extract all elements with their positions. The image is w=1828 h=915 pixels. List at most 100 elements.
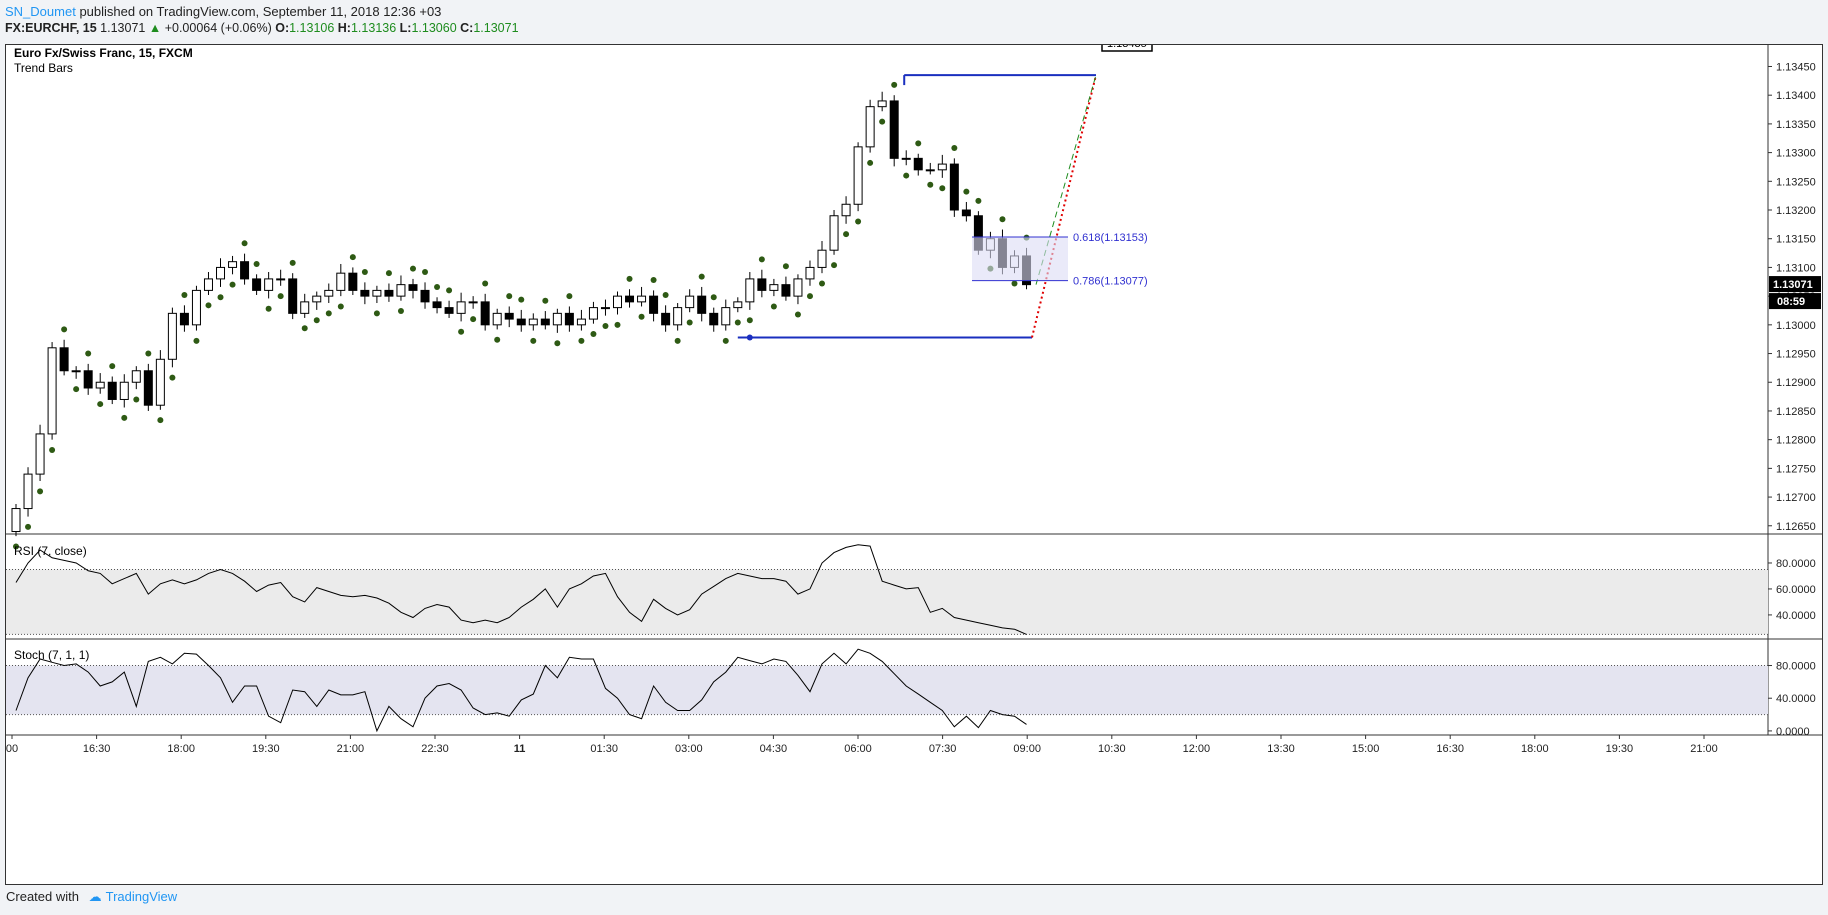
trend-dot: [109, 363, 116, 370]
y-tick-label: 1.12750: [1776, 463, 1816, 475]
candle-body: [432, 301, 442, 309]
last-price-tag: [1769, 276, 1821, 293]
trend-dot: [434, 283, 441, 290]
indicator-title: Stoch (7, 1, 1): [14, 648, 89, 662]
low-label: L:: [399, 21, 412, 35]
trend-dot: [734, 319, 741, 326]
trend-dot: [385, 270, 392, 277]
candle-body: [829, 215, 839, 251]
fib-zone: [972, 236, 1068, 281]
candle-body: [709, 312, 719, 326]
candle-body: [901, 157, 911, 160]
x-tick-label: 21:00: [337, 743, 365, 755]
publish-info: SN_Doumet published on TradingView.com, …: [5, 4, 441, 19]
tradingview-brand[interactable]: TradingView: [105, 889, 178, 904]
trend-dot: [253, 260, 260, 267]
trend-dot: [602, 322, 609, 329]
x-tick-label: 03:00: [675, 743, 703, 755]
y-tick-label: 1.13400: [1776, 90, 1816, 102]
candle-body: [600, 307, 610, 310]
chart-svg[interactable]: 1.12650 1.12700 1.12750 1.12800 1.12850 1.129…: [6, 45, 1822, 884]
candle-body: [372, 289, 382, 297]
trend-dot: [686, 319, 693, 326]
trend-dot: [650, 277, 657, 284]
indicator-y-tick-label: 40.0000: [1776, 693, 1816, 705]
indicator-y-tick-label: 80.0000: [1776, 661, 1816, 673]
trend-dot: [891, 81, 898, 88]
high-label: H:: [337, 21, 351, 35]
trend-dot: [373, 310, 380, 317]
trend-dot: [446, 287, 453, 294]
x-tick-label: 18:00: [1521, 743, 1549, 755]
trend-dot: [217, 294, 224, 301]
x-tick-label: 18:00: [167, 743, 195, 755]
candle-body: [420, 289, 430, 303]
y-tick-label: 1.12850: [1776, 406, 1816, 418]
indicator-line: [15, 648, 1027, 733]
candle-body: [697, 295, 707, 314]
trend-dot: [458, 328, 465, 335]
trend-dot: [819, 280, 826, 287]
chart-title: Euro Fx/Swiss Franc, 15, FXCM: [14, 46, 193, 60]
tradingview-logo-icon[interactable]: ☁: [88, 889, 102, 904]
trend-dot: [422, 269, 429, 276]
low-value: 1.13060: [411, 21, 457, 35]
candle-body: [685, 295, 695, 309]
trend-dot: [145, 350, 152, 357]
candle-body: [348, 272, 358, 291]
candle-body: [143, 370, 153, 406]
y-tick-label: 1.13200: [1776, 205, 1816, 217]
close-label: C:: [460, 21, 474, 35]
candle-body: [71, 370, 81, 373]
trend-dot: [855, 218, 862, 225]
trend-dot: [831, 262, 838, 269]
trend-dot: [25, 523, 32, 530]
trend-dot: [482, 280, 489, 287]
trend-dot: [554, 340, 561, 347]
candle-body: [528, 318, 538, 326]
y-tick-label: 1.12950: [1776, 349, 1816, 361]
close-value: 1.13071: [473, 21, 519, 35]
trend-dot: [999, 216, 1006, 223]
author-link[interactable]: SN_Doumet: [5, 4, 76, 19]
trend-dot: [325, 310, 332, 317]
created-with-text: Created with: [6, 889, 79, 904]
candle-body: [504, 312, 514, 320]
candle-body: [83, 370, 93, 389]
x-tick-label: 01:30: [590, 743, 618, 755]
x-tick-label: 07:30: [929, 743, 957, 755]
trend-dot: [951, 145, 958, 152]
x-tick-label: 11: [514, 743, 526, 755]
trend-dot: [85, 350, 92, 357]
candle-body: [95, 381, 105, 389]
x-tick-label: 22:30: [421, 743, 449, 755]
candle-body: [264, 278, 274, 291]
candle-body: [408, 284, 418, 291]
candle-body: [661, 312, 671, 326]
candle-body: [817, 249, 827, 268]
candle-body: [853, 146, 863, 205]
candle-body: [456, 301, 466, 314]
candle-body: [793, 278, 803, 297]
candle-body: [637, 295, 647, 303]
trend-dot: [337, 303, 344, 310]
candle-body: [155, 358, 165, 406]
trend-dot: [975, 197, 982, 204]
candle-body: [552, 312, 562, 326]
trend-dot: [794, 311, 801, 318]
trend-dot: [1011, 280, 1018, 287]
indicator-y-tick-label: 40.0000: [1776, 610, 1816, 622]
trend-dot: [73, 386, 80, 393]
projection-green-line: [1035, 74, 1097, 285]
chart-area[interactable]: 1.12650 1.12700 1.12750 1.12800 1.12850 1.129…: [5, 44, 1823, 885]
candle-body: [673, 307, 683, 326]
candle-body: [300, 301, 310, 314]
x-tick-label: 15:00: [1352, 743, 1380, 755]
candle-body: [564, 312, 574, 326]
candle-body: [516, 318, 526, 326]
fib-level-label: 0.618(1.13153): [1073, 232, 1148, 244]
candle-body: [576, 318, 586, 326]
candle-body: [396, 284, 406, 297]
trend-dot: [566, 293, 573, 300]
trend-dot: [289, 259, 296, 266]
